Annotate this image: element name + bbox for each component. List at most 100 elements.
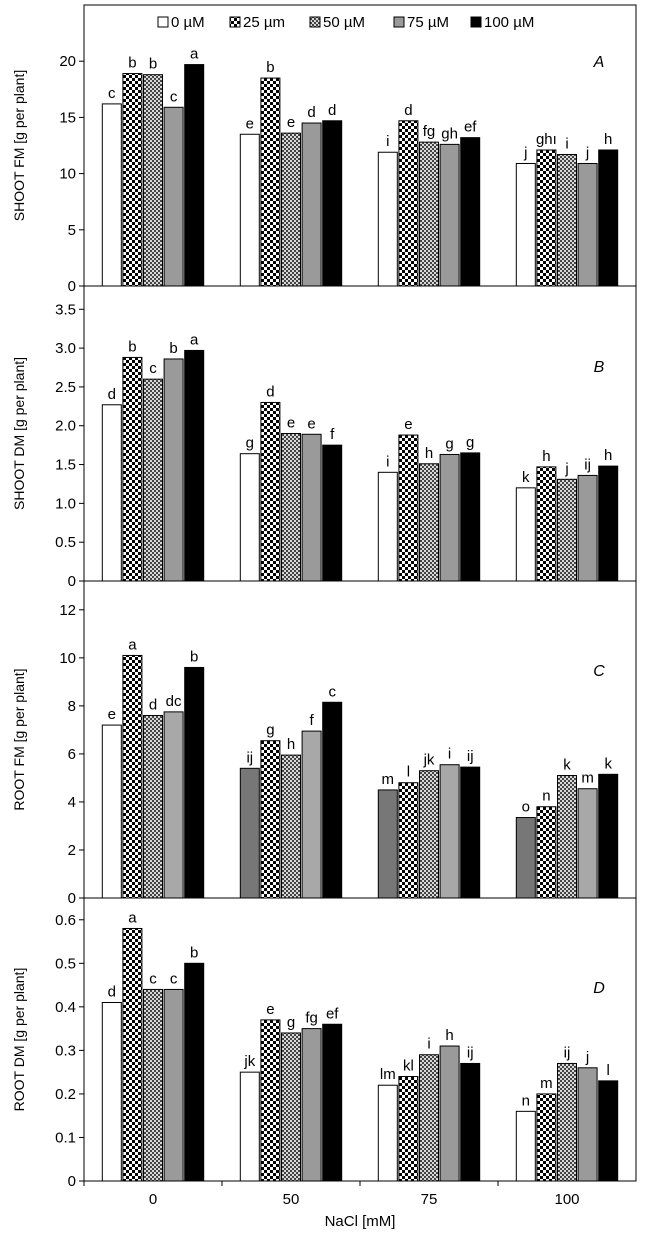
bar-B-75-s3 (439, 453, 460, 582)
bar-A-100-s0 (515, 162, 536, 287)
significance-letter: l (407, 764, 410, 781)
bar-B-50-s3 (301, 433, 322, 582)
bar-C-50-s2 (281, 754, 301, 899)
bar-B-0-s4 (184, 349, 205, 582)
bar-B-50-s4 (322, 444, 343, 582)
bar-D-75-s3 (439, 1045, 460, 1182)
significance-letter: g (266, 722, 274, 739)
significance-letter: ef (326, 1005, 339, 1022)
bar-D-50-s3 (301, 1028, 322, 1182)
significance-letter: a (128, 636, 137, 653)
significance-letter: e (287, 114, 295, 131)
legend: 0 µM 25 µm 50 µM 75 µM 100 µM (157, 14, 534, 31)
bar-D-0-s3 (163, 988, 184, 1182)
bar-D-0-s2 (143, 988, 163, 1182)
y-tick-label: 12 (59, 602, 76, 619)
bar-A-75-s3 (439, 143, 460, 287)
y-tick-label: 0 (68, 278, 76, 295)
y-tick-label: 1.5 (55, 457, 76, 474)
x-tick-label: 75 (421, 1191, 438, 1208)
significance-letter: ij (246, 749, 253, 766)
significance-letter: gh (441, 125, 458, 142)
significance-letter: ij (467, 1044, 474, 1061)
bar-D-100-s2 (557, 1062, 577, 1182)
bar-A-0-s4 (184, 64, 205, 287)
bar-B-100-s3 (577, 474, 598, 582)
bar-B-100-s0 (515, 487, 536, 582)
x-tick-label: 0 (149, 1191, 157, 1208)
panel-letter: B (594, 359, 605, 376)
y-tick-label: 6 (68, 746, 76, 763)
bar-A-100-s4 (598, 149, 619, 287)
significance-letter: ef (464, 119, 477, 136)
y-tick-label: 0.5 (55, 955, 76, 972)
bar-C-75-s0 (377, 789, 398, 899)
bar-C-0-s4 (184, 666, 205, 899)
significance-letter: i (427, 1036, 430, 1053)
significance-letter: m (382, 771, 395, 788)
significance-letter: i (448, 746, 451, 763)
significance-letter: g (466, 434, 474, 451)
bar-D-50-s0 (239, 1071, 260, 1182)
significance-letter: jk (243, 1053, 255, 1070)
bar-C-0-s1 (122, 654, 143, 899)
bar-D-75-s2 (419, 1054, 439, 1182)
bar-C-50-s3 (301, 730, 322, 899)
x-axis: 0 50 75 100 NaCl [mM] (83, 1181, 580, 1230)
significance-letter: dc (166, 693, 182, 710)
legend-label-3: 75 µM (407, 14, 449, 31)
significance-letter: j (585, 1049, 589, 1066)
bar-C-75-s2 (419, 770, 439, 899)
significance-letter: d (328, 102, 336, 119)
bar-D-75-s1 (398, 1076, 419, 1182)
y-tick-label: 0.6 (55, 912, 76, 929)
bar-D-50-s1 (260, 1019, 281, 1182)
bar-A-0-s0 (101, 103, 122, 287)
significance-letter: j (564, 460, 568, 477)
significance-letter: e (404, 416, 412, 433)
bar-A-100-s3 (577, 162, 598, 287)
legend-swatch-0 (157, 16, 169, 28)
bar-B-75-s2 (419, 463, 439, 582)
significance-letter: d (266, 383, 274, 400)
significance-letter: b (128, 338, 136, 355)
significance-letter: b (149, 56, 157, 73)
bar-A-0-s2 (143, 74, 163, 287)
bar-D-100-s3 (577, 1067, 598, 1182)
significance-letter: m (540, 1075, 553, 1092)
significance-letter: a (128, 909, 137, 926)
bar-B-0-s3 (163, 358, 184, 582)
bar-A-50-s1 (260, 77, 281, 287)
significance-letter: j (585, 144, 589, 161)
significance-letter: k (563, 757, 571, 774)
bar-B-100-s4 (598, 465, 619, 582)
bar-B-0-s0 (101, 404, 122, 582)
bar-C-75-s1 (398, 782, 419, 899)
significance-letter: o (522, 799, 530, 816)
significance-letter: b (169, 340, 177, 357)
bar-C-100-s0 (515, 817, 536, 899)
significance-letter: d (404, 102, 412, 119)
bar-B-0-s1 (122, 356, 143, 582)
y-tick-label: 8 (68, 698, 76, 715)
significance-letter: b (128, 55, 136, 72)
significance-letter: ij (564, 1044, 571, 1061)
significance-letter: f (330, 426, 335, 443)
significance-letter: g (445, 435, 453, 452)
bar-C-50-s1 (260, 740, 281, 899)
bar-D-75-s4 (460, 1062, 481, 1182)
bar-B-50-s2 (281, 433, 301, 582)
significance-letter: i (565, 135, 568, 152)
bar-C-50-s4 (322, 701, 343, 899)
y-axis-label: ROOT DM [g per plant] (11, 968, 27, 1112)
y-tick-label: 0 (68, 1173, 76, 1190)
y-axis-label: ROOT FM [g per plant] (11, 668, 27, 810)
panel-letter: A (593, 54, 605, 71)
significance-letter: c (170, 88, 178, 105)
bar-A-50-s2 (281, 132, 301, 287)
significance-letter: h (445, 1027, 453, 1044)
bar-C-75-s3 (439, 764, 460, 899)
